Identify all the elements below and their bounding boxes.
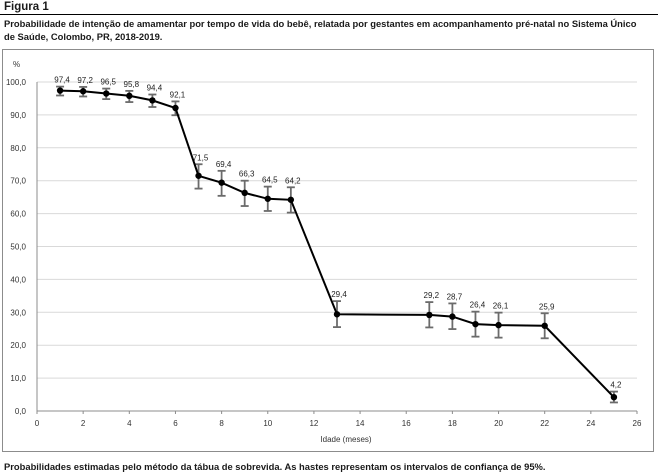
data-point (264, 195, 271, 202)
data-point (541, 322, 548, 329)
x-tick-label: 22 (540, 419, 549, 428)
data-point (79, 88, 87, 95)
y-tick-label: 100,0 (6, 78, 27, 87)
data-label: 69,4 (216, 160, 232, 169)
y-tick-label: 60,0 (10, 210, 26, 219)
y-tick-labels: 0,0 10,0 20,0 30,0 40,0 50,0 60,0 70,0 80,0 90,0 1… (6, 78, 27, 416)
data-point (195, 172, 202, 179)
x-tick-labels: 0 2 4 6 8 10 12 14 16 18 20 22 24 26 (35, 411, 642, 428)
data-label: 95,8 (124, 80, 140, 89)
data-label: 4,2 (610, 381, 622, 390)
data-point (449, 313, 456, 320)
data-labels: 97,4 97,2 96,5 95,8 94,4 92,1 71,5 69,4 66,3 64,5… (54, 76, 622, 390)
y-tick-label: 40,0 (10, 275, 26, 284)
grid-lines (37, 81, 637, 379)
axes (36, 82, 637, 412)
x-tick-label: 20 (494, 419, 503, 428)
figure-caption: Probabilidade de intenção de amamentar p… (4, 18, 637, 42)
y-tick-label: 10,0 (10, 374, 26, 383)
top-rule (0, 14, 658, 15)
data-points (56, 87, 618, 401)
y-tick-label: 70,0 (10, 177, 26, 186)
x-tick-label: 14 (356, 419, 365, 428)
figure-label: Figura 1 (4, 1, 49, 13)
data-label: 92,1 (170, 90, 186, 99)
x-tick-label: 4 (127, 419, 132, 428)
x-tick-label: 16 (402, 419, 411, 428)
x-tick-label: 10 (263, 419, 272, 428)
data-label: 25,9 (539, 302, 555, 311)
y-axis-title: % (13, 60, 20, 69)
data-point (172, 104, 179, 112)
data-point (426, 311, 433, 319)
chart-frame (2, 49, 654, 452)
data-label: 26,1 (493, 302, 509, 311)
x-tick-label: 24 (586, 419, 595, 428)
y-tick-label: 30,0 (10, 308, 26, 317)
data-label: 97,2 (77, 76, 93, 85)
data-point (241, 189, 248, 197)
x-axis-title: Idade (meses) (320, 435, 371, 444)
data-point (333, 311, 341, 318)
figure-footnote: Probabilidades estimadas pelo método da … (4, 461, 546, 472)
data-point (218, 179, 225, 186)
data-point (149, 97, 156, 104)
x-tick-label: 6 (173, 419, 178, 428)
y-tick-label: 20,0 (10, 341, 26, 350)
data-label: 97,4 (54, 76, 70, 85)
y-tick-label: 0,0 (15, 407, 27, 416)
data-point (472, 320, 479, 328)
series-line-path (60, 89, 615, 398)
x-tick-label: 8 (219, 419, 224, 428)
y-tick-label: 50,0 (10, 243, 26, 252)
data-point (610, 393, 618, 401)
data-point (56, 87, 64, 94)
error-bars (56, 85, 618, 404)
data-label: 29,2 (424, 291, 440, 300)
data-point (495, 321, 502, 329)
data-label: 64,2 (285, 176, 301, 185)
data-label: 64,5 (262, 176, 278, 185)
x-tick-label: 26 (633, 419, 642, 428)
x-tick-label: 2 (81, 419, 86, 428)
data-label: 66,3 (239, 170, 255, 179)
y-tick-label: 80,0 (10, 144, 26, 153)
series-line (60, 89, 615, 398)
data-label: 96,5 (100, 78, 116, 87)
data-label: 71,5 (193, 153, 209, 162)
data-label: 26,4 (470, 301, 486, 310)
data-label: 29,4 (331, 290, 347, 299)
data-label: 94,4 (147, 84, 163, 93)
data-point (103, 90, 110, 97)
data-label: 28,7 (447, 292, 463, 301)
x-tick-label: 18 (448, 419, 457, 428)
data-point (126, 92, 133, 100)
data-point (287, 196, 295, 203)
x-tick-label: 12 (309, 419, 318, 428)
y-tick-label: 90,0 (10, 111, 26, 120)
x-tick-label: 0 (35, 419, 40, 428)
